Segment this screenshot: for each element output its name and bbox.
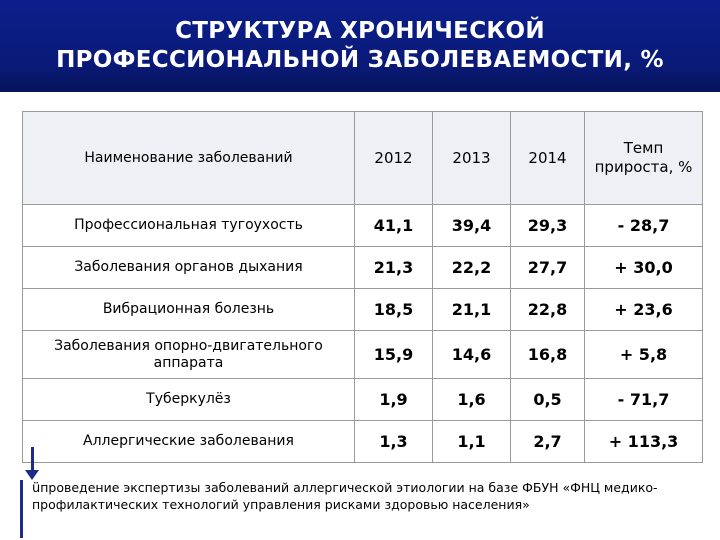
row-disease-name: Заболевания опорно-двигательного аппарат…: [22, 330, 355, 379]
header-growth-rate: Темп прироста, %: [584, 111, 703, 205]
row-value-2012: 1,9: [354, 378, 433, 421]
header-year-2012: 2012: [354, 111, 433, 205]
table-row: Заболевания опорно-двигательного аппарат…: [22, 330, 703, 379]
table-row: Заболевания органов дыхания 21,3 22,2 27…: [22, 246, 703, 289]
row-growth-rate: + 113,3: [584, 420, 703, 463]
row-value-2012: 18,5: [354, 288, 433, 331]
row-value-2013: 14,6: [432, 330, 511, 379]
row-growth-rate: + 5,8: [584, 330, 703, 379]
row-growth-rate: - 71,7: [584, 378, 703, 421]
down-arrow-head-icon: [25, 470, 39, 480]
row-value-2013: 1,6: [432, 378, 511, 421]
row-value-2013: 21,1: [432, 288, 511, 331]
footnote-accent-bar: [20, 480, 23, 538]
row-disease-name: Профессиональная тугоухость: [22, 204, 355, 247]
row-disease-name: Туберкулёз: [22, 378, 355, 421]
table-header-row: Наименование заболеваний 2012 2013 2014 …: [22, 111, 703, 205]
row-value-2014: 22,8: [510, 288, 585, 331]
header-year-2014: 2014: [510, 111, 585, 205]
morbidity-table: Наименование заболеваний 2012 2013 2014 …: [22, 111, 703, 463]
row-growth-rate: - 28,7: [584, 204, 703, 247]
down-arrow-icon: [31, 447, 34, 473]
row-value-2013: 22,2: [432, 246, 511, 289]
footnote-text: проведение экспертизы заболеваний аллерг…: [32, 480, 658, 512]
row-value-2012: 41,1: [354, 204, 433, 247]
row-growth-rate: + 30,0: [584, 246, 703, 289]
row-value-2014: 16,8: [510, 330, 585, 379]
row-value-2013: 39,4: [432, 204, 511, 247]
page-title-line1: СТРУКТУРА ХРОНИЧЕСКОЙ: [175, 18, 545, 44]
row-disease-name: Вибрационная болезнь: [22, 288, 355, 331]
table-row: Туберкулёз 1,9 1,6 0,5 - 71,7: [22, 378, 703, 421]
row-value-2013: 1,1: [432, 420, 511, 463]
row-disease-name: Заболевания органов дыхания: [22, 246, 355, 289]
morbidity-table-container: Наименование заболеваний 2012 2013 2014 …: [22, 111, 703, 463]
footnote: üпроведение экспертизы заболеваний аллер…: [32, 480, 692, 513]
row-growth-rate: + 23,6: [584, 288, 703, 331]
row-value-2014: 2,7: [510, 420, 585, 463]
header-disease-name: Наименование заболеваний: [22, 111, 355, 205]
table-row: Вибрационная болезнь 18,5 21,1 22,8 + 23…: [22, 288, 703, 331]
table-row: Профессиональная тугоухость 41,1 39,4 29…: [22, 204, 703, 247]
row-disease-name: Аллергические заболевания: [22, 420, 355, 463]
checkmark-bullet-icon: ü: [32, 481, 41, 496]
page-title-line2: ПРОФЕССИОНАЛЬНОЙ ЗАБОЛЕВАЕМОСТИ, %: [56, 47, 664, 73]
row-value-2012: 21,3: [354, 246, 433, 289]
row-value-2012: 15,9: [354, 330, 433, 379]
row-value-2014: 0,5: [510, 378, 585, 421]
title-banner: СТРУКТУРА ХРОНИЧЕСКОЙ ПРОФЕССИОНАЛЬНОЙ З…: [0, 0, 720, 92]
row-value-2012: 1,3: [354, 420, 433, 463]
row-value-2014: 29,3: [510, 204, 585, 247]
header-year-2013: 2013: [432, 111, 511, 205]
table-row: Аллергические заболевания 1,3 1,1 2,7 + …: [22, 420, 703, 463]
row-value-2014: 27,7: [510, 246, 585, 289]
